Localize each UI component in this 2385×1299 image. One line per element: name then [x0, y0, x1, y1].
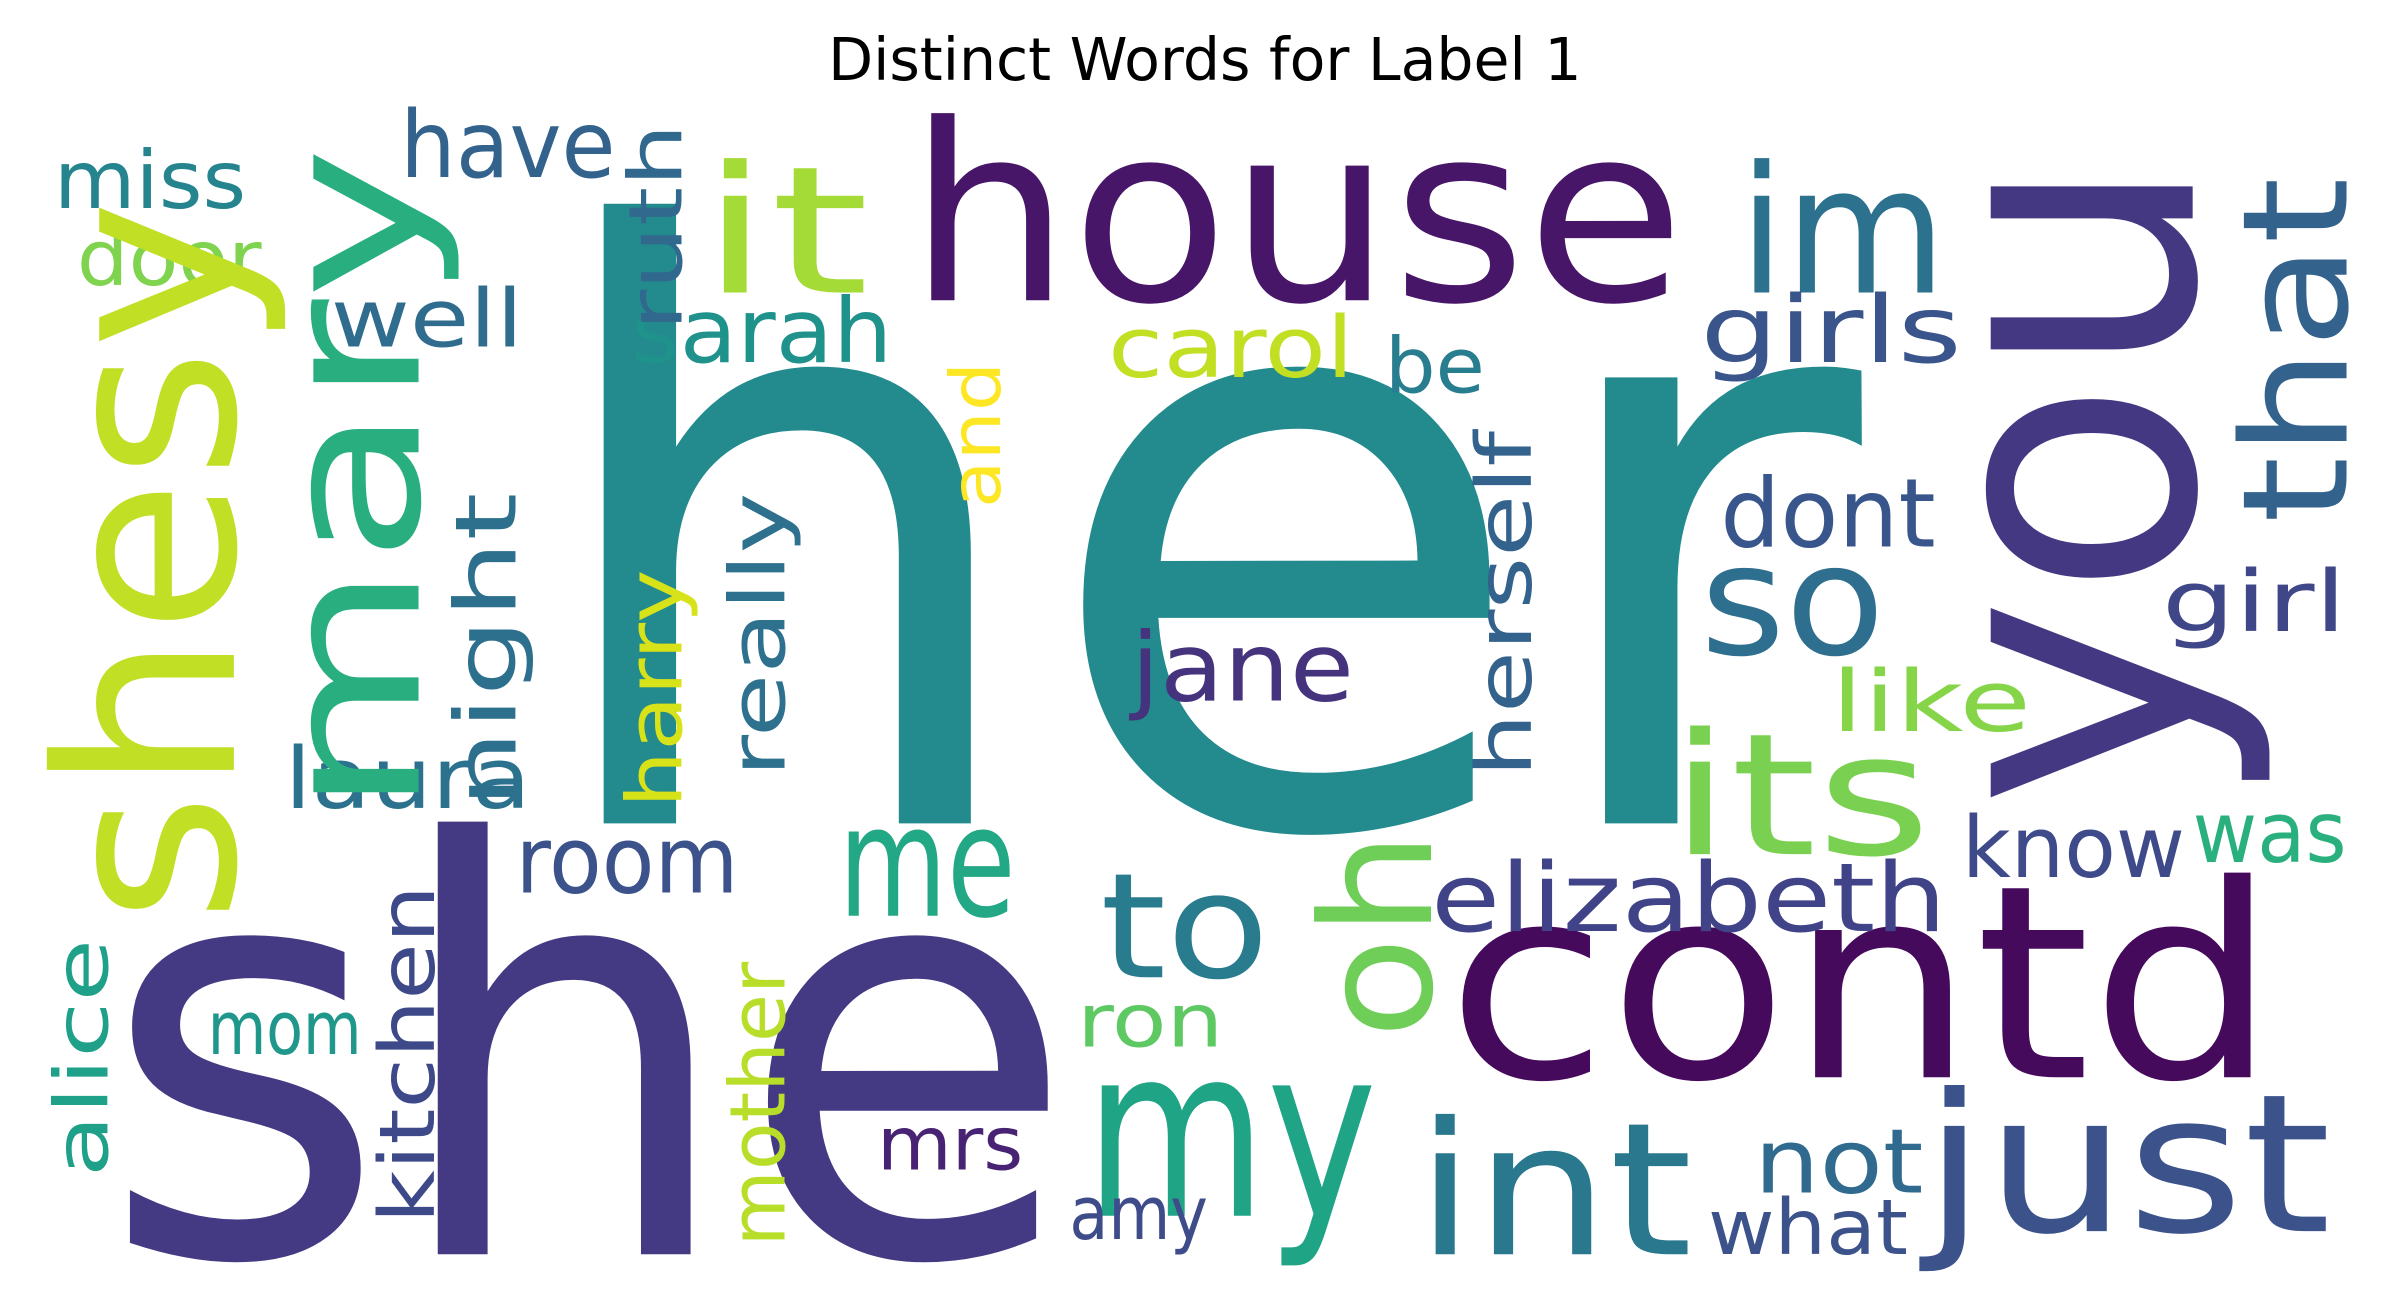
- word: its: [1670, 697, 1932, 894]
- word: well: [331, 272, 523, 365]
- word: ron: [1077, 978, 1223, 1064]
- word: elizabeth: [1431, 843, 1946, 954]
- word: my: [1085, 996, 1377, 1273]
- word: mom: [208, 986, 362, 1072]
- word: really: [715, 493, 804, 778]
- word: me: [839, 774, 1016, 953]
- word: so: [1700, 512, 1885, 691]
- word: alice: [40, 939, 126, 1178]
- word: house: [908, 72, 1685, 359]
- word: her: [531, 67, 1871, 1016]
- word: amy: [1069, 1171, 1207, 1257]
- word: im: [1739, 129, 1947, 335]
- word: that: [2212, 177, 2382, 523]
- word: was: [2193, 783, 2347, 882]
- word: she: [100, 727, 1077, 1299]
- word: mrs: [877, 1102, 1023, 1188]
- word: night: [436, 493, 535, 808]
- word: contd: [1446, 827, 2277, 1141]
- word: herself: [1461, 428, 1550, 777]
- word: you: [1851, 154, 2281, 808]
- word: to: [1100, 842, 1269, 1012]
- word: girls: [1700, 276, 1962, 384]
- word: harry: [612, 569, 701, 808]
- word: laura: [285, 729, 531, 828]
- word: miss: [54, 134, 246, 227]
- word: and: [937, 362, 1017, 508]
- word: it: [700, 129, 869, 335]
- word: be: [1385, 323, 1485, 412]
- word: mary: [241, 146, 465, 815]
- word: ruth: [614, 123, 700, 331]
- word: sarah: [631, 280, 893, 384]
- word: mother: [715, 961, 804, 1246]
- word: what: [1708, 1184, 1908, 1273]
- word: know: [1962, 798, 2185, 897]
- word: just: [1919, 1053, 2331, 1277]
- word: dont: [1720, 458, 1935, 569]
- word: kitchen: [364, 885, 453, 1224]
- word: like: [1831, 652, 2031, 751]
- word: girl: [2162, 552, 2347, 651]
- word: room: [515, 807, 738, 915]
- word: shesy: [6, 200, 293, 923]
- word: jane: [1129, 612, 1354, 723]
- word: carol: [1108, 298, 1354, 397]
- word: door: [77, 215, 262, 304]
- word: not: [1754, 1111, 1923, 1215]
- word: int: [1416, 1083, 1693, 1298]
- chart-title: Distinct Words for Label 1: [828, 26, 1581, 94]
- word: oh: [1289, 831, 1468, 1039]
- word: have: [400, 91, 615, 199]
